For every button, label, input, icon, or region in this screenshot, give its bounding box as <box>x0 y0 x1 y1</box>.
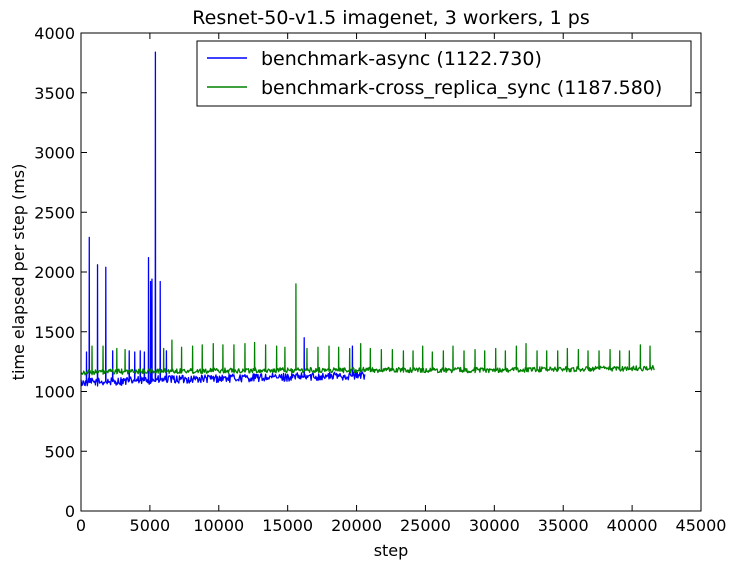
y-tick-label: 2500 <box>34 203 75 222</box>
x-tick-label: 30000 <box>469 516 520 535</box>
ticks: 0 5000 10000 15000 20000 25000 30000 35000 40000… <box>34 24 726 535</box>
chart-title: Resnet-50-v1.5 imagenet, 3 workers, 1 ps <box>192 7 589 29</box>
plot-lines <box>80 51 655 387</box>
y-tick-label: 2000 <box>34 263 75 282</box>
x-tick-label: 25000 <box>400 516 451 535</box>
y-tick-label: 3500 <box>34 84 75 103</box>
legend-box <box>196 40 692 107</box>
x-tick-label: 5000 <box>130 516 171 535</box>
x-tick-label: 45000 <box>676 516 727 535</box>
x-tick-label: 20000 <box>331 516 382 535</box>
y-tick-label: 3000 <box>34 144 75 163</box>
x-axis-label: step <box>374 541 409 560</box>
y-tick-label: 1500 <box>34 323 75 342</box>
x-tick-label: 35000 <box>538 516 589 535</box>
x-tick-label: 10000 <box>193 516 244 535</box>
legend: benchmark-async (1122.730) benchmark-cros… <box>196 40 692 107</box>
legend-label-1: benchmark-async (1122.730) <box>261 48 542 70</box>
series-line-2 <box>80 283 655 376</box>
y-axis-label: time elapsed per step (ms) <box>9 164 28 381</box>
x-tick-label: 0 <box>76 516 86 535</box>
y-tick-label: 0 <box>65 502 75 521</box>
x-tick-label: 40000 <box>607 516 658 535</box>
y-tick-label: 500 <box>44 442 75 461</box>
y-tick-label: 4000 <box>34 24 75 43</box>
y-tick-label: 1000 <box>34 383 75 402</box>
series-line-1 <box>80 51 366 387</box>
legend-label-2: benchmark-cross_replica_sync (1187.580) <box>261 77 662 99</box>
x-tick-label: 15000 <box>262 516 313 535</box>
